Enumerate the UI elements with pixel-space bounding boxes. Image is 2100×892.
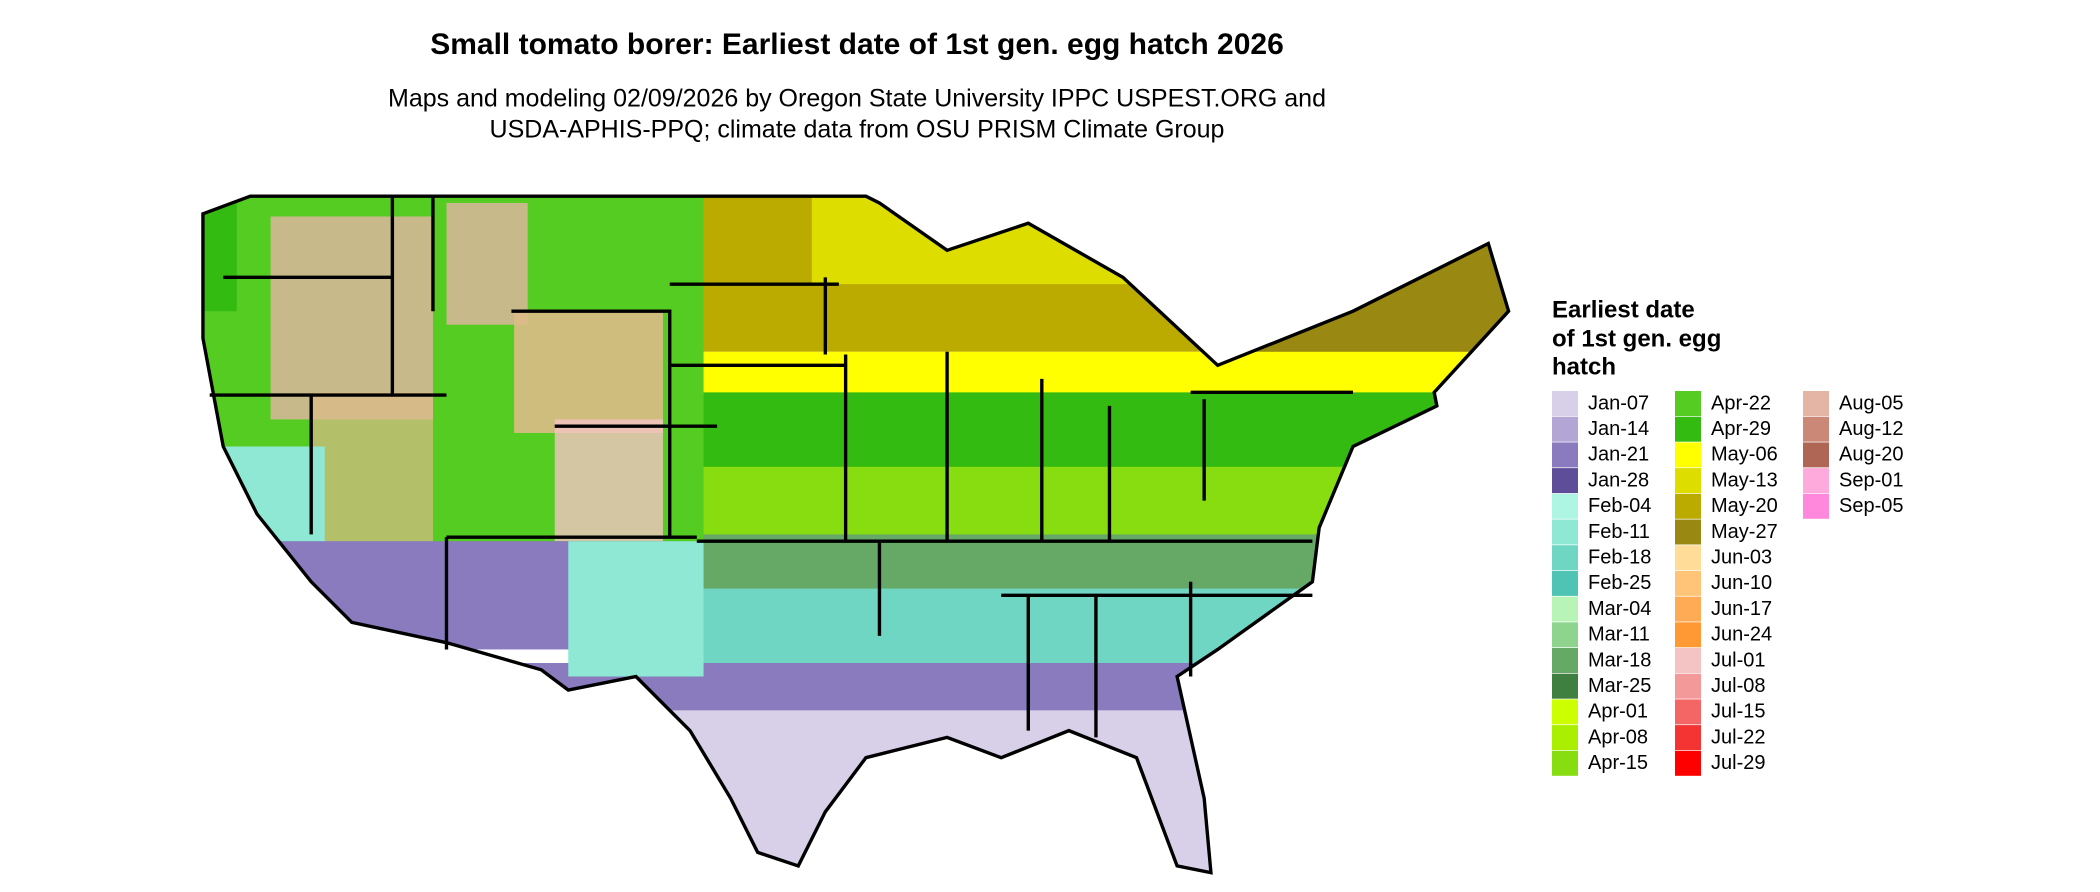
legend-swatch	[1552, 391, 1578, 416]
legend-label: May-06	[1711, 444, 1778, 466]
legend-title: of 1st gen. egg	[1552, 325, 1721, 352]
legend-label: Jan-28	[1588, 469, 1649, 491]
legend-label: Mar-25	[1588, 675, 1651, 697]
legend-label: Jul-15	[1711, 701, 1765, 723]
legend-label: Feb-25	[1588, 572, 1651, 594]
legend-swatch	[1552, 699, 1578, 725]
legend-title: Earliest date	[1552, 296, 1695, 323]
legend-label: Jan-07	[1588, 392, 1649, 414]
legend-swatch	[1675, 519, 1701, 545]
legend-swatch	[1675, 648, 1701, 673]
legend-swatch	[1675, 673, 1701, 699]
legend-swatch	[1675, 416, 1701, 442]
legend-label: Feb-11	[1588, 521, 1650, 543]
legend-label: Jun-17	[1711, 598, 1772, 620]
legend-title: hatch	[1552, 353, 1616, 380]
legend-swatch	[1675, 570, 1701, 596]
legend-label: Feb-18	[1588, 546, 1651, 568]
legend-swatch	[1675, 725, 1701, 751]
legend-swatch	[1675, 545, 1701, 571]
legend-swatch	[1552, 725, 1578, 751]
legend-swatch	[1552, 673, 1578, 699]
legend-label: Feb-04	[1588, 495, 1651, 517]
legend-swatch	[1552, 493, 1578, 519]
title: Small tomato borer: Earliest date of 1st…	[430, 28, 1284, 61]
legend-label: Jun-03	[1711, 546, 1772, 568]
legend-label: Jul-29	[1711, 752, 1765, 774]
legend-swatch	[1552, 622, 1578, 648]
legend-swatch	[1552, 570, 1578, 596]
legend-label: May-13	[1711, 469, 1778, 491]
subtitle: USDA-APHIS-PPQ; climate data from OSU PR…	[490, 116, 1225, 144]
legend-label: Apr-29	[1711, 418, 1771, 440]
legend-swatch	[1675, 750, 1701, 776]
legend-label: Apr-01	[1588, 701, 1648, 723]
legend-swatch	[1552, 545, 1578, 571]
legend-label: Jul-01	[1711, 649, 1765, 671]
legend-label: Jun-24	[1711, 624, 1772, 646]
legend-swatch	[1675, 622, 1701, 648]
legend-swatch	[1675, 391, 1701, 416]
legend-swatch	[1552, 442, 1578, 468]
state-borders	[201, 194, 1511, 875]
legend-label: May-27	[1711, 521, 1778, 543]
legend-swatch	[1675, 493, 1701, 519]
legend-label: Mar-04	[1588, 598, 1651, 620]
legend-label: Aug-05	[1839, 392, 1904, 414]
legend-label: Apr-15	[1588, 752, 1648, 774]
legend-swatch	[1552, 519, 1578, 545]
legend-label: Sep-05	[1839, 495, 1904, 517]
legend-swatch	[1552, 648, 1578, 673]
legend-label: Apr-22	[1711, 392, 1771, 414]
legend-label: Mar-18	[1588, 649, 1651, 671]
legend-label: Jun-10	[1711, 572, 1772, 594]
legend-label: Jul-22	[1711, 726, 1765, 748]
legend-swatch	[1552, 416, 1578, 442]
legend-label: Mar-11	[1588, 624, 1650, 646]
legend: Earliest date of 1st gen. egg hatch Jan-…	[1552, 296, 1904, 776]
legend-swatch	[1803, 468, 1829, 494]
legend-label: Aug-20	[1839, 444, 1904, 466]
legend-label: Jul-08	[1711, 675, 1765, 697]
legend-swatch	[1803, 493, 1829, 519]
legend-label: Apr-08	[1588, 726, 1648, 748]
legend-swatch	[1803, 391, 1829, 416]
legend-label: Jan-14	[1588, 418, 1649, 440]
legend-swatch	[1803, 442, 1829, 468]
legend-swatch	[1675, 442, 1701, 468]
legend-label: Jan-21	[1588, 444, 1649, 466]
legend-label: May-20	[1711, 495, 1778, 517]
legend-label: Aug-12	[1839, 418, 1904, 440]
legend-label: Sep-01	[1839, 469, 1904, 491]
legend-swatch	[1552, 596, 1578, 622]
legend-swatch	[1552, 468, 1578, 494]
subtitle: Maps and modeling 02/09/2026 by Oregon S…	[388, 85, 1326, 113]
map	[201, 194, 1511, 875]
legend-swatch	[1675, 468, 1701, 494]
legend-swatch	[1675, 699, 1701, 725]
legend-swatch	[1675, 596, 1701, 622]
legend-swatch	[1803, 416, 1829, 442]
legend-swatch	[1552, 750, 1578, 776]
